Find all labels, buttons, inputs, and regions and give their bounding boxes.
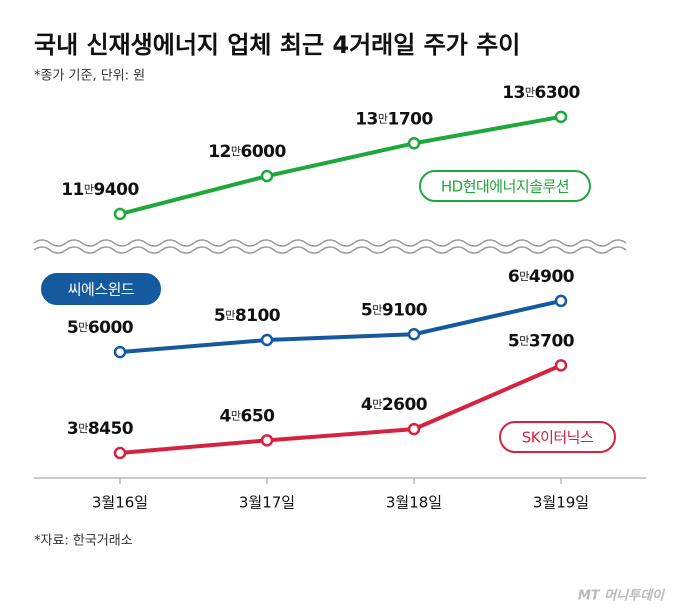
axis-break xyxy=(33,246,627,254)
series-line xyxy=(119,114,562,216)
value-label: 13만1700 xyxy=(355,109,433,129)
chart-subtitle: *종가 기준, 단위: 원 xyxy=(34,69,145,84)
data-point xyxy=(113,207,127,221)
data-point xyxy=(407,137,421,150)
data-point xyxy=(260,333,274,347)
value-label: 6만4900 xyxy=(508,267,575,287)
series-line xyxy=(119,363,562,455)
source: *자료: 한국거래소 xyxy=(34,534,133,549)
legend-box xyxy=(499,421,616,453)
series-line xyxy=(119,298,562,355)
value-label: 5만9100 xyxy=(361,300,428,320)
data-point xyxy=(407,422,421,436)
x-tick-label: 3월18일 xyxy=(386,494,442,512)
data-point xyxy=(113,446,127,460)
value-label: 3만8450 xyxy=(67,419,134,439)
value-label: 5만8100 xyxy=(214,306,281,326)
value-label: 4만650 xyxy=(220,406,276,426)
legend-label: 씨에스윈드 xyxy=(68,281,135,299)
data-point xyxy=(113,345,127,359)
data-point xyxy=(260,169,274,183)
data-point xyxy=(407,328,421,341)
value-label: 4만2600 xyxy=(361,395,428,415)
watermark: MT 머니투데이 xyxy=(578,588,666,604)
data-point xyxy=(554,110,568,124)
x-tick-label: 3월16일 xyxy=(92,494,148,512)
value-label: 11만9400 xyxy=(61,180,139,200)
legend-box xyxy=(419,170,591,202)
value-label: 12만6000 xyxy=(208,142,286,162)
data-point xyxy=(554,294,568,308)
chart-title: 국내 신재생에너지 업체 최근 4거래일 주가 추이 xyxy=(34,31,520,59)
legend-label: HD현대에너지솔루션 xyxy=(441,178,569,196)
x-tick-label: 3월17일 xyxy=(239,494,295,512)
data-point xyxy=(260,434,274,447)
value-label: 5만6000 xyxy=(67,318,134,338)
value-label: 5만3700 xyxy=(508,331,575,351)
value-label: 13만6300 xyxy=(502,83,580,103)
axis-break xyxy=(33,239,627,247)
legend-box xyxy=(41,273,161,305)
data-point xyxy=(554,359,568,372)
x-tick-label: 3월19일 xyxy=(533,494,589,512)
legend-label: SK이터닉스 xyxy=(522,429,594,447)
